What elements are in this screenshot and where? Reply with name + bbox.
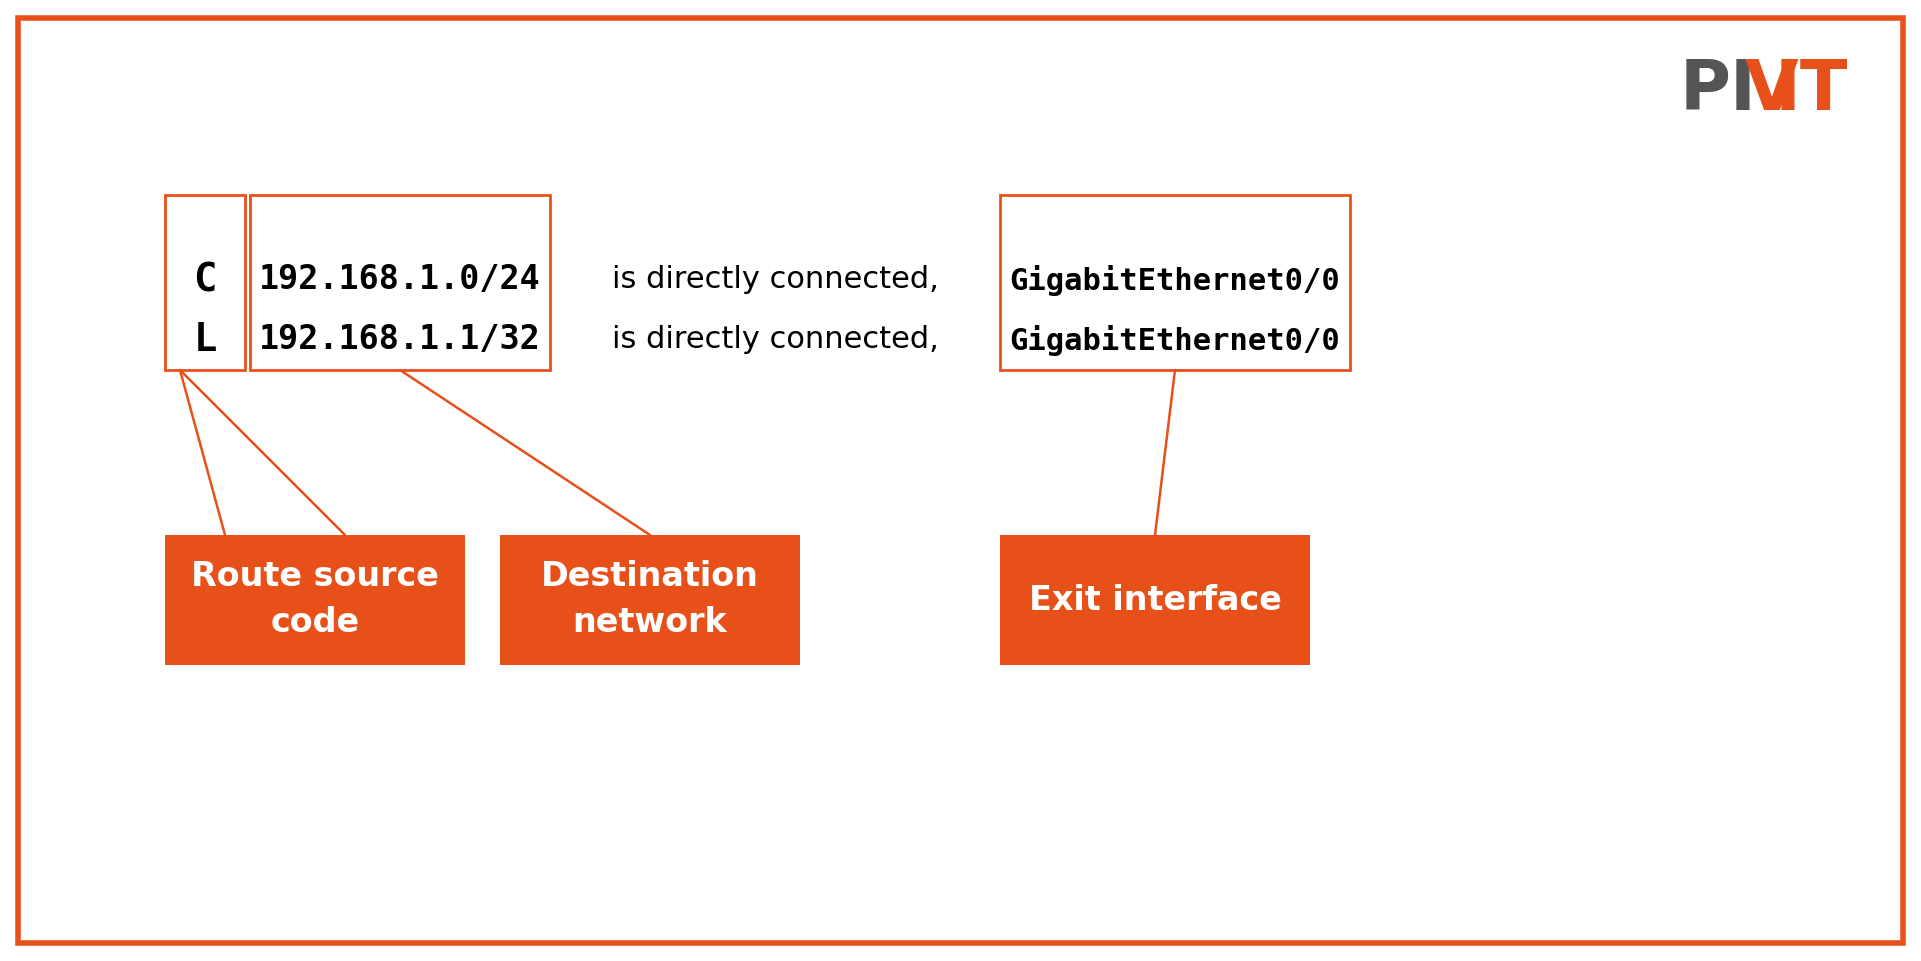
Text: GigabitEthernet0/0: GigabitEthernet0/0 [1010,264,1341,295]
Bar [165,195,246,370]
Bar [1001,535,1310,665]
Text: Destination
network: Destination network [542,560,759,639]
Text: Route source
code: Route source code [190,560,438,639]
Text: GigabitEthernet0/0: GigabitEthernet0/0 [1010,325,1341,356]
Bar [499,535,799,665]
Text: 192.168.1.1/32: 192.168.1.1/32 [259,324,542,357]
Bar [250,195,549,370]
Text: V: V [1744,57,1798,124]
Text: is directly connected,: is directly connected, [611,265,939,294]
Bar [165,535,465,665]
Text: 192.168.1.0/24: 192.168.1.0/24 [259,263,542,297]
Text: is directly connected,: is directly connected, [611,326,939,355]
Text: C: C [194,261,217,299]
Text: L: L [194,321,217,359]
Text: IT: IT [1775,57,1848,124]
Text: PI: PI [1681,57,1758,124]
Text: Exit interface: Exit interface [1028,583,1281,617]
Bar [1001,195,1350,370]
